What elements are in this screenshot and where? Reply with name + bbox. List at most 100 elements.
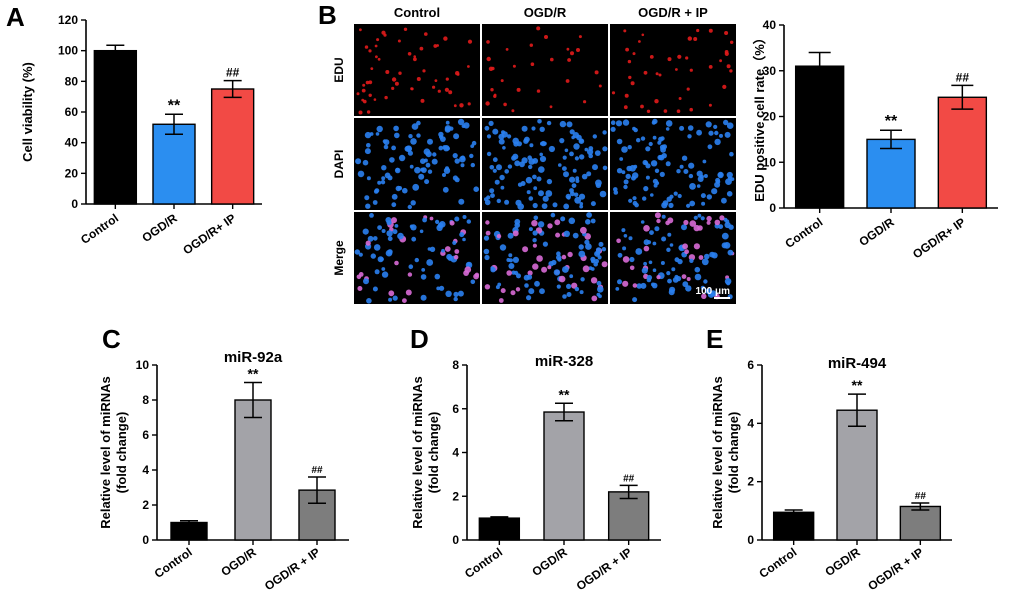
significance-label: ## [956, 70, 970, 84]
cell-dot [568, 217, 576, 225]
cell-dot [726, 191, 733, 197]
cell-dot [364, 148, 371, 155]
cell-dot [453, 254, 459, 260]
cell-dot [368, 49, 372, 53]
cell-dot [697, 213, 702, 218]
cell-dot [453, 291, 459, 297]
cell-dot [524, 136, 530, 143]
cell-dot [565, 79, 570, 83]
cell-dot [445, 120, 450, 125]
cell-dot [719, 59, 722, 63]
significance-label: ** [559, 386, 570, 402]
cell-dot [594, 150, 601, 157]
cell-dot [687, 36, 692, 41]
cell-dot [710, 290, 717, 297]
cell-dot [579, 138, 584, 143]
cell-dot [651, 282, 655, 287]
cell-dot [385, 70, 390, 74]
cell-dot [726, 171, 733, 179]
micro-column-label: Control [394, 5, 440, 20]
cell-dot [391, 86, 395, 90]
cell-dot [533, 186, 538, 191]
cell-dot [649, 230, 654, 236]
cell-dot [444, 126, 451, 133]
cell-dot [514, 160, 521, 167]
cell-dot [540, 141, 544, 146]
cell-dot [391, 217, 397, 224]
cell-dot [421, 268, 426, 272]
cell-dot [483, 235, 490, 241]
cell-dot [629, 265, 635, 271]
cell-dot [684, 249, 689, 255]
cell-dot [661, 214, 666, 219]
cell-dot [666, 271, 671, 276]
cell-dot [446, 253, 453, 260]
cell-dot [650, 160, 658, 167]
bar [607, 491, 650, 541]
cell-dot [693, 224, 700, 232]
cell-dot [459, 232, 465, 238]
cell-dot [429, 246, 436, 252]
cell-dot [547, 265, 552, 270]
cell-dot [424, 179, 430, 185]
cell-dot [530, 62, 535, 66]
micro-image-edu-1 [354, 24, 480, 116]
cell-dot [386, 230, 393, 237]
cell-dot [658, 136, 664, 142]
cell-dot [391, 202, 397, 208]
cell-dot [551, 259, 557, 266]
significance-label: ** [885, 113, 898, 130]
cell-dot [665, 161, 671, 167]
y-tick-label: 4 [452, 446, 459, 460]
cell-dot [424, 32, 428, 36]
cell-dot [496, 164, 502, 171]
cell-dot [673, 191, 678, 196]
cell-dot [628, 75, 632, 80]
cell-dot [355, 158, 362, 165]
cell-dot [572, 132, 580, 139]
cell-dot [537, 221, 545, 228]
cell-dot [368, 80, 373, 85]
cell-dot [363, 278, 369, 285]
cell-dot [498, 133, 505, 140]
cell-dot [439, 285, 445, 291]
cell-dot [566, 292, 572, 297]
cell-dot [383, 33, 387, 37]
cell-dot [569, 176, 576, 183]
cell-dot [596, 292, 601, 297]
cell-dot [425, 162, 431, 168]
cell-dot [727, 249, 734, 256]
cell-dot [617, 279, 622, 285]
micro-image-merge-3 [610, 212, 736, 304]
cell-dot [506, 270, 512, 276]
cell-dot [718, 224, 724, 230]
cell-dot [587, 148, 594, 156]
cell-dot [522, 246, 529, 253]
cell-dot [416, 120, 421, 126]
cell-dot [729, 69, 733, 73]
x-tick-label: OGD/R + IP [574, 545, 635, 593]
cell-dot [539, 126, 545, 132]
cell-dot [724, 31, 729, 35]
y-tick-label: 6 [142, 428, 149, 442]
cell-dot [567, 58, 571, 62]
cell-dot [375, 132, 380, 136]
cell-dot [632, 52, 636, 56]
cell-dot [380, 180, 386, 185]
cell-dot [381, 165, 387, 171]
cell-dot [536, 255, 543, 262]
micro-row-label: Merge [332, 240, 346, 276]
cell-dot [648, 260, 653, 265]
x-tick-label: OGD/R [139, 211, 180, 245]
cell-dot [671, 267, 676, 272]
cell-dot [387, 236, 393, 242]
cell-dot [485, 101, 490, 106]
cell-dot [526, 190, 531, 195]
cell-dot [681, 155, 688, 161]
micro-image-background [482, 24, 608, 116]
cell-dot [632, 200, 638, 206]
cell-dot [397, 232, 404, 240]
cell-dot [484, 125, 490, 131]
cell-dot [660, 261, 665, 265]
